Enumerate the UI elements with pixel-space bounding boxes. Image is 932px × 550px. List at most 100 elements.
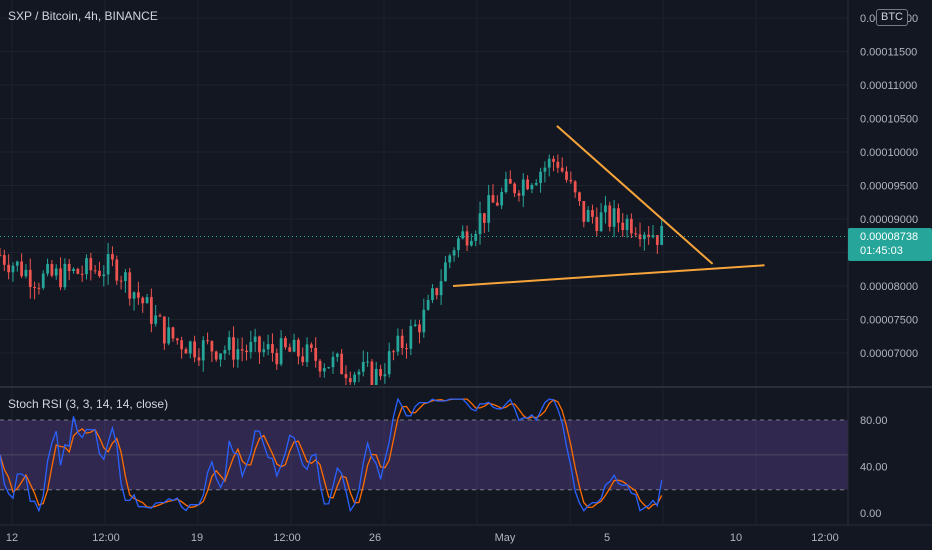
candle	[7, 254, 11, 280]
candle	[431, 284, 434, 304]
candle	[357, 368, 361, 383]
time-axis-label: May	[495, 532, 516, 544]
candle-body	[504, 178, 508, 192]
candle-body	[124, 272, 127, 282]
candle-body	[374, 368, 378, 385]
candle-body	[33, 287, 36, 289]
candle-body	[474, 234, 478, 241]
candle	[482, 213, 486, 234]
candle-body	[487, 195, 491, 223]
candle-body	[63, 263, 67, 288]
candle-body	[149, 297, 153, 324]
candle	[617, 203, 620, 233]
candle	[439, 269, 443, 305]
candle-body	[67, 263, 71, 272]
candle	[655, 235, 659, 254]
candle-body	[240, 349, 244, 351]
candle-body	[141, 297, 145, 304]
candle	[180, 336, 184, 359]
candle-body	[128, 272, 132, 299]
candle	[595, 207, 599, 237]
candle-body	[409, 325, 413, 349]
candle-body	[41, 273, 45, 288]
price-scale-label: 0.00010000	[860, 147, 918, 159]
candle	[67, 259, 71, 281]
candle-body	[111, 254, 114, 260]
price-scale-label: 0.00011000	[860, 80, 917, 92]
candle	[608, 201, 612, 232]
candle-body	[279, 338, 283, 365]
candle-body	[353, 374, 356, 383]
candle-body	[236, 349, 240, 360]
candle	[167, 317, 171, 346]
candle-body	[578, 192, 581, 202]
candle-body	[331, 356, 335, 368]
candle-body	[171, 327, 175, 339]
candle-body	[465, 231, 469, 246]
candle	[63, 258, 67, 291]
candle	[630, 213, 633, 238]
candle	[387, 342, 391, 378]
time-axis-label: 26	[369, 532, 381, 544]
candle-body	[2, 255, 6, 265]
candle-body	[223, 350, 227, 354]
candle	[526, 175, 529, 191]
candle	[534, 178, 538, 187]
candle-body	[630, 218, 633, 234]
candle	[573, 180, 577, 198]
candle-body	[37, 287, 41, 289]
candle-body	[396, 335, 400, 352]
candle-body	[297, 339, 300, 357]
price-scale-label: 0.00007000	[860, 348, 918, 360]
time-axis-label: 12:00	[273, 532, 301, 544]
candle-body	[0, 254, 2, 256]
candle	[106, 242, 110, 285]
candle-body	[625, 218, 629, 231]
candle	[279, 330, 283, 367]
candle-body	[534, 182, 538, 185]
candle	[214, 350, 218, 362]
current-price-value: 0.00008738	[860, 230, 919, 243]
candle-body	[106, 254, 110, 275]
candle-body	[214, 351, 218, 360]
candle	[604, 195, 607, 224]
candle	[54, 264, 58, 280]
candle	[28, 258, 32, 299]
candle-body	[322, 368, 326, 372]
candle-body	[98, 270, 101, 277]
candle	[405, 343, 408, 359]
indicator-title[interactable]: Stoch RSI (3, 3, 14, 14, close)	[8, 397, 169, 411]
candle-body	[115, 259, 119, 281]
candle	[258, 335, 261, 364]
candle-body	[431, 288, 434, 301]
candle-body	[314, 347, 318, 361]
currency-badge[interactable]: BTC	[876, 9, 908, 26]
candle	[530, 183, 534, 194]
candle-body	[271, 344, 274, 353]
candle-body	[197, 357, 201, 361]
candle-body	[435, 288, 439, 296]
candle-body	[180, 340, 184, 350]
candle	[478, 201, 482, 245]
candle-body	[232, 337, 235, 360]
candle	[318, 358, 322, 378]
candle-body	[547, 158, 551, 168]
candle	[560, 157, 564, 173]
candle	[361, 350, 365, 377]
candle-body	[612, 208, 616, 227]
candle	[331, 351, 335, 374]
candle-body	[132, 292, 136, 299]
candle	[249, 330, 253, 359]
candle	[227, 330, 231, 356]
symbol-title[interactable]: SXP / Bitcoin, 4h, BINANCE	[8, 9, 158, 23]
candle	[543, 161, 547, 183]
candle	[599, 203, 603, 233]
candle	[591, 204, 594, 224]
candle	[262, 341, 266, 357]
candle	[201, 336, 205, 372]
candle	[552, 155, 555, 172]
candle-body	[604, 205, 607, 213]
